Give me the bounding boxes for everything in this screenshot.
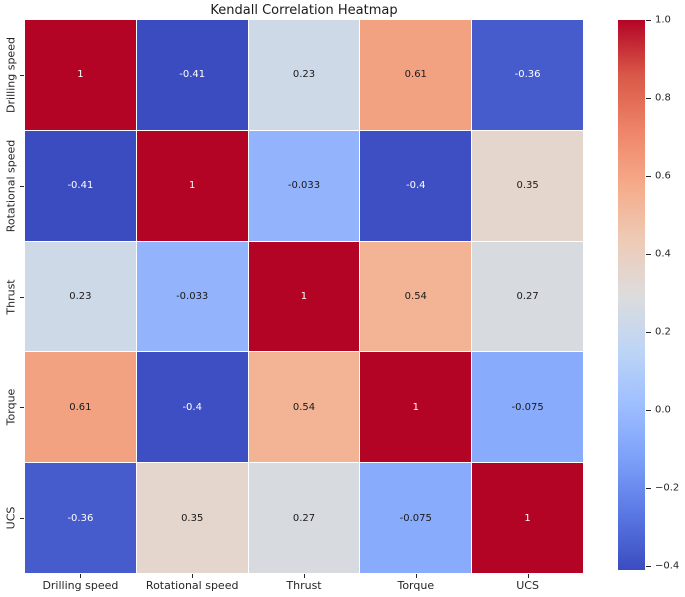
colorbar-tick-label: 1.0 [655, 14, 671, 26]
heatmap-cell: 0.27 [472, 241, 583, 352]
colorbar-gradient [618, 20, 645, 570]
colorbar-tick-label: 0.8 [655, 92, 671, 104]
colorbar-tick-label: 0.4 [655, 248, 671, 260]
heatmap-cell: -0.36 [472, 20, 583, 130]
heatmap-cell: 1 [360, 352, 472, 463]
heatmap-cell: -0.075 [472, 352, 583, 463]
y-tick-mark [20, 74, 24, 76]
colorbar-tick-mark [646, 410, 651, 412]
colorbar-tick-label: −0.2 [655, 482, 680, 494]
heatmap-cell: 1 [25, 20, 136, 130]
heatmap-cell: 0.35 [472, 130, 583, 241]
heatmap-cell: -0.4 [136, 352, 248, 463]
chart-title: Kendall Correlation Heatmap [210, 3, 398, 18]
x-tick-label: Rotational speed [145, 579, 239, 592]
heatmap-cell: 1 [472, 463, 583, 573]
heatmap-cell: -0.4 [360, 130, 472, 241]
y-tick-label: Drilling speed [4, 36, 18, 113]
x-tick-label: Thrust [286, 579, 322, 592]
heatmap-cell: -0.41 [136, 20, 248, 130]
heatmap-cell: 0.23 [248, 20, 360, 130]
y-tick-label: Thrust [4, 278, 18, 315]
heatmap-cell: 0.54 [248, 352, 360, 463]
heatmap-cell: -0.075 [360, 463, 472, 573]
heatmap-cell: -0.033 [248, 130, 360, 241]
colorbar-tick-mark [646, 488, 651, 490]
colorbar-tick-mark [646, 20, 651, 21]
colorbar-tick-mark [646, 98, 651, 99]
colorbar-tick-mark [646, 566, 651, 568]
heatmap-cell: 0.23 [25, 241, 136, 352]
x-tick-label: Torque [397, 579, 435, 592]
colorbar-tick-label: −0.4 [655, 560, 680, 572]
x-tick-mark [415, 574, 417, 578]
x-tick-mark [80, 574, 82, 578]
heatmap-cell: 0.61 [360, 20, 472, 130]
y-tick-mark [20, 296, 24, 298]
colorbar-tick-label: 0.0 [655, 404, 671, 416]
heatmap-cell: -0.36 [25, 463, 136, 573]
heatmap-cell: -0.033 [136, 241, 248, 352]
heatmap-cell: 0.54 [360, 241, 472, 352]
colorbar-tick-label: 0.2 [655, 326, 671, 338]
x-tick-mark [527, 574, 529, 578]
heatmap-cell: -0.41 [25, 130, 136, 241]
colorbar-tick-mark [646, 254, 651, 256]
heatmap-cell: 1 [248, 241, 360, 352]
x-tick-mark [192, 574, 194, 578]
colorbar-tick-label: 0.6 [655, 170, 671, 182]
y-tick-mark [20, 185, 24, 187]
y-tick-mark [20, 407, 24, 409]
x-tick-label: UCS [516, 579, 539, 592]
heatmap-cell: 1 [136, 130, 248, 241]
y-tick-label: UCS [4, 506, 18, 530]
heatmap-cell: 0.35 [136, 463, 248, 573]
x-tick-mark [304, 574, 305, 578]
y-tick-label: Torque [4, 388, 18, 426]
heatmap-grid: 1 -0.41 0.23 0.61 -0.36 -0.41 1 -0.033 -0.4 0.35 0… [25, 20, 583, 573]
x-tick-label: Drilling speed [42, 579, 119, 592]
heatmap-cell: 0.61 [25, 352, 136, 463]
colorbar-tick-mark [646, 332, 651, 334]
colorbar-tick-mark [646, 176, 651, 178]
heatmap-cell: 0.27 [248, 463, 360, 573]
y-tick-mark [20, 518, 24, 520]
y-tick-label: Rotational speed [4, 139, 18, 232]
